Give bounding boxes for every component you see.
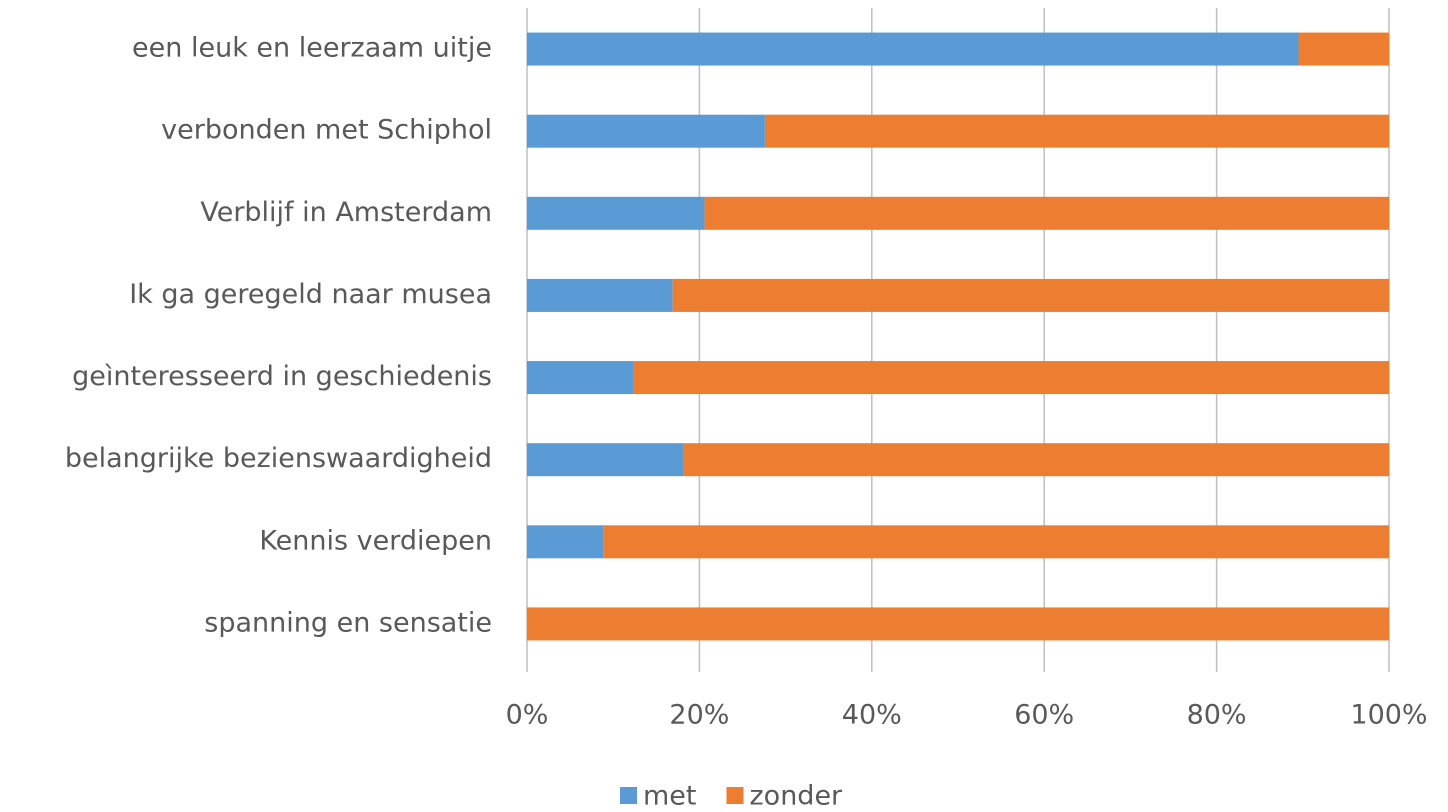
bar-segment	[683, 443, 1389, 477]
bar-segment	[527, 525, 604, 559]
y-tick-label: geìnteresseerd in geschiedenis	[72, 361, 492, 392]
legend-swatch	[620, 787, 637, 804]
x-tick-label: 80%	[1187, 700, 1247, 731]
bar-segment	[704, 196, 1389, 230]
y-tick-label: belangrijke bezienswaardigheid	[65, 443, 492, 474]
bar-segment	[603, 525, 1389, 559]
bar-segment	[527, 361, 634, 395]
bar-segment	[527, 32, 1299, 66]
x-tick-label: 100%	[1350, 700, 1427, 731]
bar-segment	[527, 278, 673, 312]
y-tick-label: spanning en sensatie	[204, 607, 492, 638]
bar-segment	[633, 361, 1389, 395]
legend-label: zonder	[750, 781, 844, 812]
y-tick-label: Ik ga geregeld naar musea	[129, 279, 492, 310]
x-tick-label: 60%	[1014, 700, 1074, 731]
legend-swatch	[726, 787, 744, 804]
bar-segment	[527, 443, 684, 477]
y-tick-label: Kennis verdiepen	[259, 525, 492, 556]
x-tick-label: 0%	[506, 700, 549, 731]
y-tick-label: een leuk en leerzaam uitje	[132, 33, 492, 64]
bar-segment	[764, 114, 1389, 148]
bar-segment	[527, 114, 765, 148]
bar-segment	[1298, 32, 1389, 66]
y-tick-label: Verblijf in Amsterdam	[200, 197, 492, 228]
legend-label: met	[643, 781, 697, 812]
x-tick-label: 40%	[842, 700, 902, 731]
x-tick-label: 20%	[669, 700, 729, 731]
bar-segment	[527, 196, 705, 230]
bar-segment	[672, 278, 1389, 312]
bar-segment	[527, 607, 1389, 641]
y-tick-label: verbonden met Schiphol	[161, 115, 492, 146]
